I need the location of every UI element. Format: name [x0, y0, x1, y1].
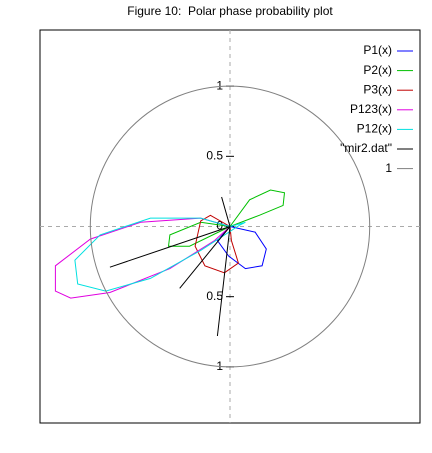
legend-label: P3(x): [363, 82, 392, 96]
y-tick-label: 1: [216, 78, 223, 92]
y-tick-label: 0.5: [206, 289, 223, 303]
chart-title: Figure 10: Polar phase probability plot: [127, 4, 333, 18]
curve: [109, 196, 231, 337]
legend-label: P123(x): [350, 102, 392, 116]
y-tick-label: 0: [216, 219, 223, 233]
legend-label: "mir2.dat": [340, 141, 392, 155]
legend-label: P1(x): [363, 43, 392, 57]
legend-label: P12(x): [357, 122, 392, 136]
y-tick-label: 0.5: [206, 148, 223, 162]
legend-label: P2(x): [363, 63, 392, 77]
curve: [216, 226, 267, 270]
curve: [194, 214, 239, 274]
unit-circle: [89, 85, 371, 368]
curve: [74, 217, 246, 292]
legend-label: 1: [385, 161, 392, 175]
